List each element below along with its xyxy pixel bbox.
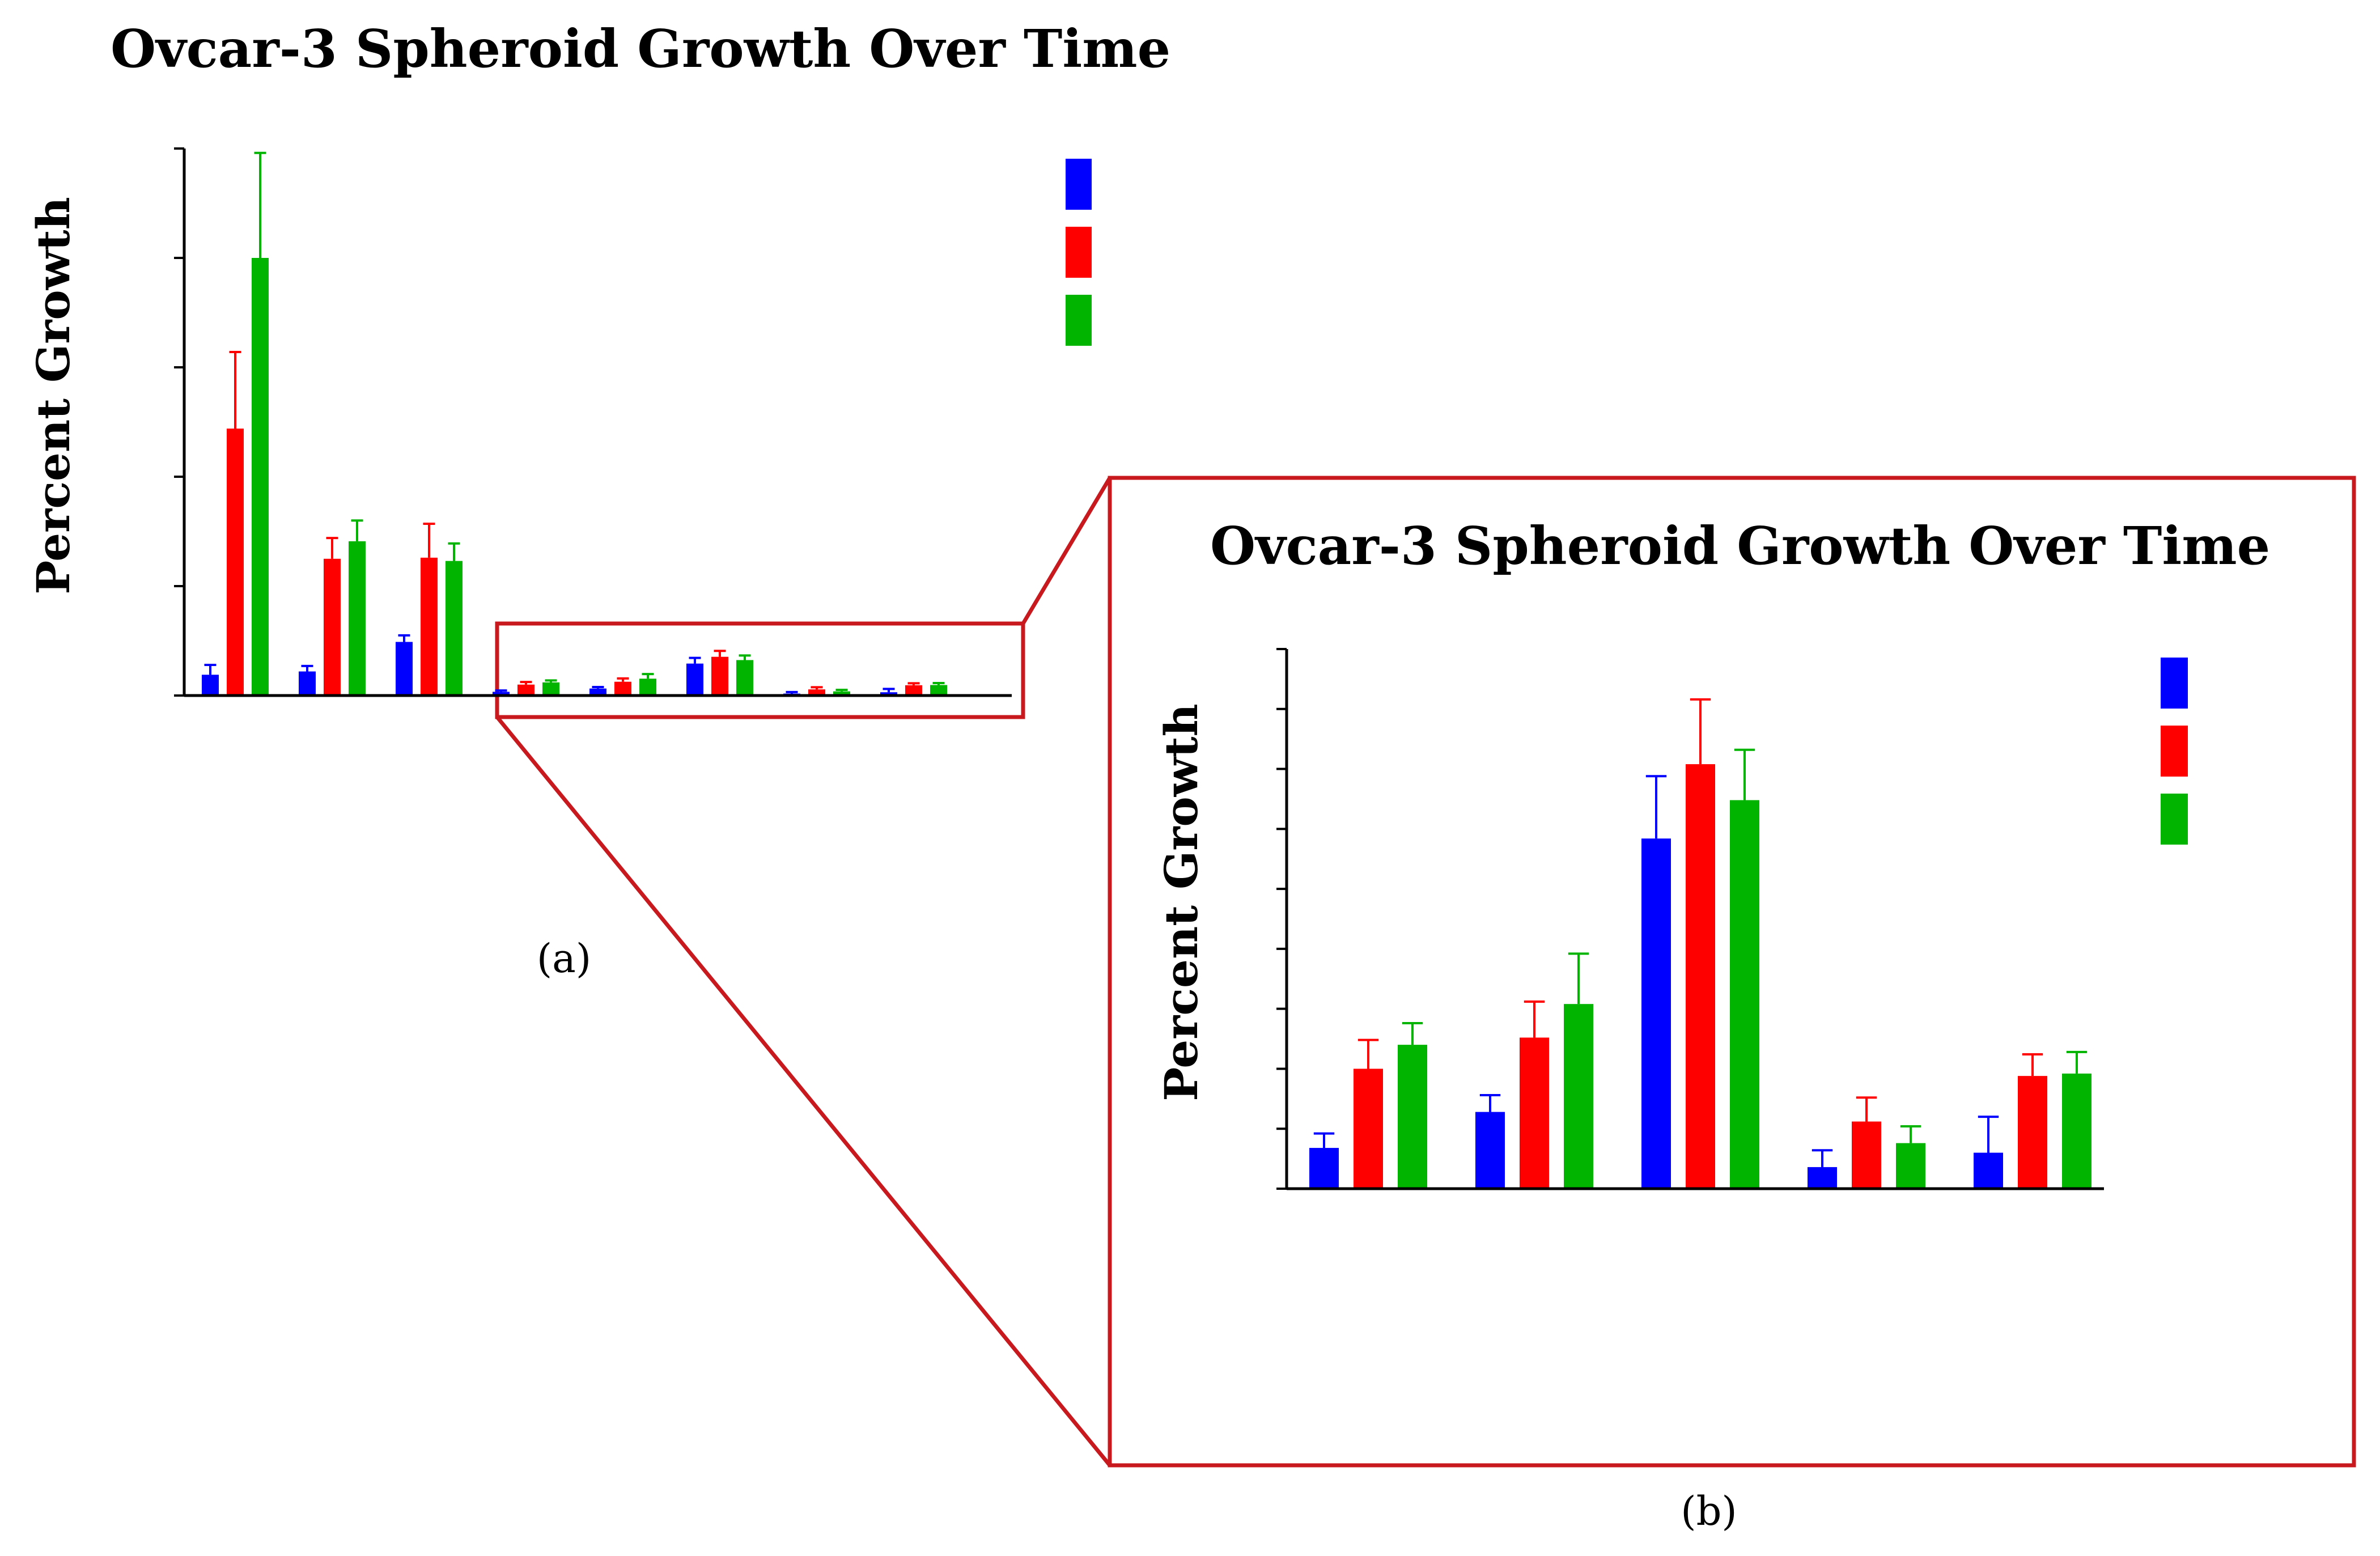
panel-b-bar (1354, 1069, 1383, 1189)
panel-a-bar (686, 663, 703, 696)
panel-a: Ovcar-3 Spheroid Growth Over Time Percen… (27, 18, 1170, 982)
panel-a-bar (349, 541, 366, 696)
panel-a-bar (324, 558, 341, 696)
panel-a-bar (493, 692, 510, 696)
panel-a-axes (174, 147, 1012, 697)
panel-a-bar (227, 429, 244, 696)
panel-a-caption: (a) (537, 935, 591, 982)
panel-b-bar (1686, 764, 1715, 1189)
panel-a-bar (252, 258, 269, 696)
panel-b-bar (1520, 1037, 1549, 1189)
panel-a-legend-swatch (1066, 295, 1092, 346)
panel-b-bar (1974, 1152, 2003, 1189)
panel-b-bar (2062, 1073, 2091, 1189)
panel-b-bar (1852, 1121, 1881, 1189)
panel-a-bar (421, 557, 438, 696)
panel-a-bar (808, 689, 825, 696)
panel-a-bar (833, 691, 850, 696)
panel-a-bar (736, 660, 753, 696)
panel-b-legend-swatch (2161, 794, 2188, 845)
panel-b: Ovcar-3 Spheroid Growth Over Time Percen… (1155, 515, 2270, 1534)
panel-a-bar (905, 685, 922, 696)
panel-a-bar (396, 642, 413, 696)
panel-b-title: Ovcar-3 Spheroid Growth Over Time (1210, 515, 2270, 576)
panel-b-bar (1398, 1045, 1427, 1189)
panel-a-bar (299, 671, 316, 696)
panel-a-legend-swatch (1066, 227, 1092, 278)
panel-b-bar (2018, 1076, 2047, 1189)
panel-b-bar (1564, 1004, 1593, 1189)
panel-a-bar (542, 682, 559, 696)
panel-b-legend-swatch (2161, 658, 2188, 709)
panel-a-bar (446, 561, 463, 696)
panel-a-legend-swatch (1066, 159, 1092, 210)
panel-a-legend (1066, 159, 1092, 346)
panel-a-bar (880, 692, 897, 696)
panel-a-title: Ovcar-3 Spheroid Growth Over Time (111, 18, 1170, 79)
panel-b-bar (1641, 838, 1671, 1189)
panel-a-bar (517, 684, 534, 696)
panel-b-legend (2161, 658, 2188, 845)
panel-b-bars (1309, 698, 2091, 1189)
panel-a-bar (614, 681, 631, 696)
zoom-connector-line (495, 715, 1111, 1467)
panel-a-ylabel: Percent Growth (27, 197, 80, 594)
panel-b-bar (1808, 1167, 1837, 1189)
zoom-connector-line (1021, 477, 1112, 625)
zoom-indicator (495, 476, 2356, 1468)
panel-b-axes (1276, 648, 2104, 1190)
panel-b-bar (1309, 1148, 1339, 1189)
panel-b-bar (1475, 1112, 1505, 1189)
panel-a-bar (930, 685, 947, 696)
zoom-source-box (495, 621, 1025, 719)
panel-a-bar (711, 656, 728, 696)
panel-b-legend-swatch (2161, 726, 2188, 777)
panel-b-bar (1730, 800, 1759, 1189)
panel-b-bar (1896, 1143, 1925, 1189)
panel-a-bar (202, 675, 219, 696)
panel-a-bar (639, 679, 656, 696)
panel-b-caption: (b) (1681, 1488, 1737, 1534)
panel-a-bar (589, 688, 606, 696)
panel-b-ylabel: Percent Growth (1155, 703, 1208, 1101)
panel-a-bars (202, 151, 947, 696)
